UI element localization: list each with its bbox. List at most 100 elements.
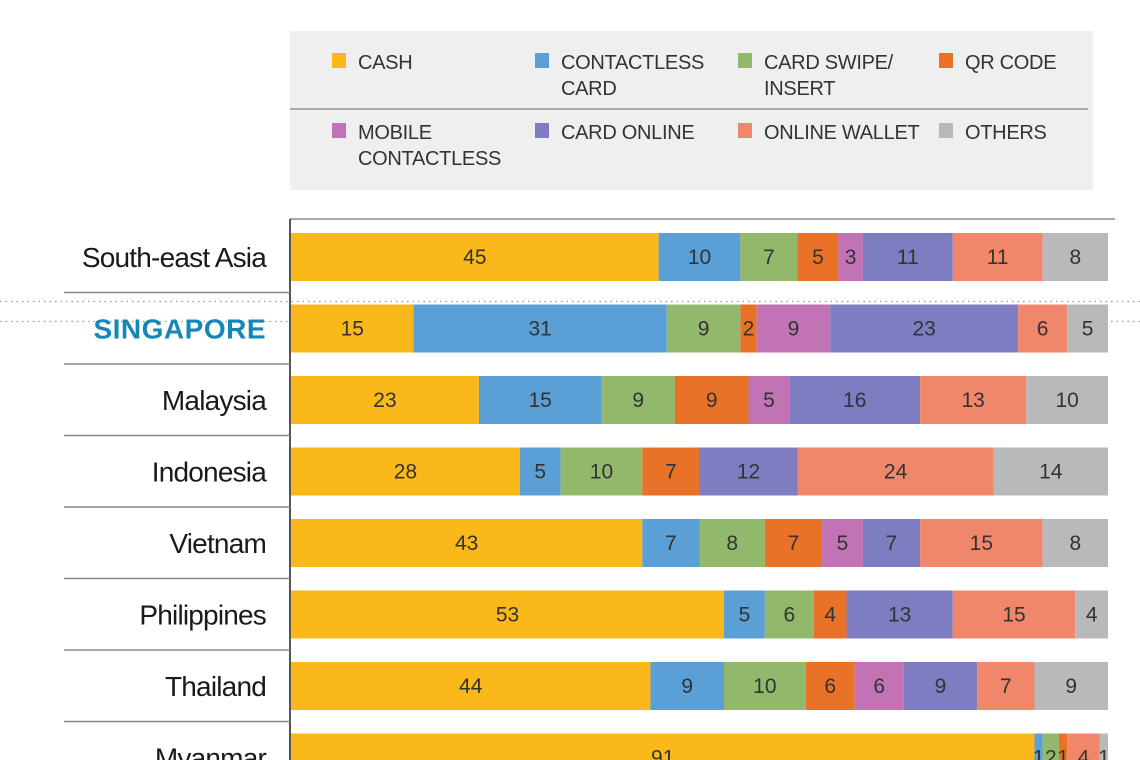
- bar-philippines-qr-code: [813, 590, 847, 639]
- legend: [290, 31, 1093, 190]
- data-label: 5: [1082, 318, 1094, 341]
- bar-myanmar-card-swipe-insert: [1042, 733, 1059, 760]
- category-label-indonesia: Indonesia: [152, 457, 267, 488]
- bar-vietnam-contactless-card: [642, 519, 700, 567]
- legend-label: OTHERS: [965, 122, 1047, 144]
- bar-singapore-mobile-contactless: [756, 304, 831, 353]
- data-label: 28: [394, 461, 417, 484]
- data-label: 6: [784, 604, 796, 627]
- data-label: 10: [590, 461, 613, 484]
- bar-singapore-contactless-card: [413, 304, 667, 353]
- data-label: 4: [1078, 747, 1090, 760]
- bar-thailand-contactless-card: [650, 662, 725, 710]
- data-label: 4: [1086, 604, 1098, 627]
- data-label: 5: [763, 389, 775, 412]
- legend-label: QR CODE: [965, 52, 1057, 74]
- bar-thailand-mobile-contactless: [854, 662, 904, 710]
- bar-thailand-card-online: [903, 662, 978, 710]
- data-label: 9: [698, 318, 710, 341]
- bar-south-east-asia-contactless-card: [658, 233, 741, 281]
- data-label: 13: [962, 389, 985, 412]
- data-label: 8: [1069, 532, 1081, 555]
- bar-philippines-card-swipe-insert: [764, 590, 814, 639]
- bar-south-east-asia-mobile-contactless: [838, 233, 863, 281]
- bar-thailand-online-wallet: [977, 662, 1035, 710]
- bar-philippines-online-wallet: [952, 590, 1076, 639]
- data-label: 7: [1000, 675, 1012, 698]
- data-label: 10: [753, 675, 776, 698]
- data-label: 5: [812, 246, 824, 269]
- legend-swatch: [939, 53, 953, 68]
- data-label: 8: [726, 532, 738, 555]
- data-label: 7: [665, 532, 677, 555]
- bar-south-east-asia-online-wallet: [952, 233, 1043, 281]
- bar-myanmar-qr-code: [1058, 733, 1068, 760]
- data-label: 7: [886, 532, 898, 555]
- data-label: 6: [824, 675, 836, 698]
- category-label-south-east-asia: South-east Asia: [82, 242, 267, 273]
- bar-malaysia-card-swipe-insert: [601, 376, 675, 424]
- category-label-myanmar: Myanmar: [155, 743, 267, 760]
- bar-indonesia-online-wallet: [797, 447, 994, 496]
- legend-swatch: [738, 123, 752, 138]
- data-label: 7: [665, 461, 677, 484]
- bar-malaysia-cash: [291, 376, 479, 424]
- legend-label: MOBILE CONTACTLESS: [358, 122, 502, 170]
- legend-swatch: [332, 123, 346, 138]
- bar-vietnam-card-swipe-insert: [699, 519, 765, 567]
- legend-swatch: [939, 123, 953, 138]
- bar-malaysia-mobile-contactless: [748, 376, 790, 424]
- data-label: 11: [897, 246, 919, 269]
- category-label-philippines: Philippines: [139, 600, 266, 631]
- bar-malaysia-contactless-card: [478, 376, 602, 424]
- data-label: 15: [529, 389, 552, 412]
- data-label: 44: [459, 675, 483, 698]
- data-label: 11: [987, 246, 1009, 269]
- data-label: 6: [873, 675, 885, 698]
- bar-vietnam-others: [1042, 519, 1108, 567]
- data-label: 6: [1037, 318, 1049, 341]
- data-label: 23: [373, 389, 396, 412]
- data-label: 5: [534, 461, 546, 484]
- data-label: 9: [681, 675, 693, 698]
- bar-myanmar-contactless-card: [1034, 733, 1043, 760]
- legend-label: CASH: [358, 52, 413, 74]
- bar-south-east-asia-others: [1042, 233, 1108, 281]
- bar-thailand-others: [1034, 662, 1108, 710]
- bar-singapore-others: [1067, 304, 1108, 353]
- bar-south-east-asia-qr-code: [797, 233, 839, 281]
- data-label: 9: [935, 675, 947, 698]
- data-label: 43: [455, 532, 478, 555]
- data-label: 2: [1045, 747, 1057, 760]
- bar-singapore-cash: [291, 304, 414, 353]
- bar-myanmar-cash: [291, 733, 1035, 760]
- legend-label: ONLINE WALLET: [764, 122, 920, 144]
- data-label: 14: [1039, 461, 1063, 484]
- data-label: 31: [529, 318, 552, 341]
- data-label: 10: [688, 246, 711, 269]
- data-label: 9: [788, 318, 800, 341]
- data-label: 7: [788, 532, 800, 555]
- bar-malaysia-card-online: [789, 376, 921, 424]
- data-label: 12: [737, 461, 760, 484]
- data-label: 7: [763, 246, 775, 269]
- data-label: 53: [496, 604, 519, 627]
- data-label: 2: [743, 318, 755, 341]
- legend-label: CARD ONLINE: [561, 122, 695, 144]
- bar-indonesia-card-online: [699, 447, 798, 496]
- data-label: 15: [970, 532, 993, 555]
- legend-label: CARD SWIPE/ INSERT: [764, 52, 893, 100]
- data-label: 4: [824, 604, 836, 627]
- data-label: 15: [1002, 604, 1025, 627]
- data-label: 16: [843, 389, 866, 412]
- category-label-malaysia: Malaysia: [162, 385, 267, 416]
- legend-swatch: [535, 53, 549, 68]
- data-label: 1: [1057, 747, 1069, 760]
- bar-malaysia-qr-code: [674, 376, 749, 424]
- legend-label: CONTACTLESS CARD: [561, 52, 705, 100]
- category-label-thailand: Thailand: [165, 671, 266, 702]
- data-label: 45: [463, 246, 486, 269]
- data-label: 91: [651, 747, 674, 760]
- data-label: 3: [845, 246, 857, 269]
- category-label-singapore: SINGAPORE: [93, 314, 266, 345]
